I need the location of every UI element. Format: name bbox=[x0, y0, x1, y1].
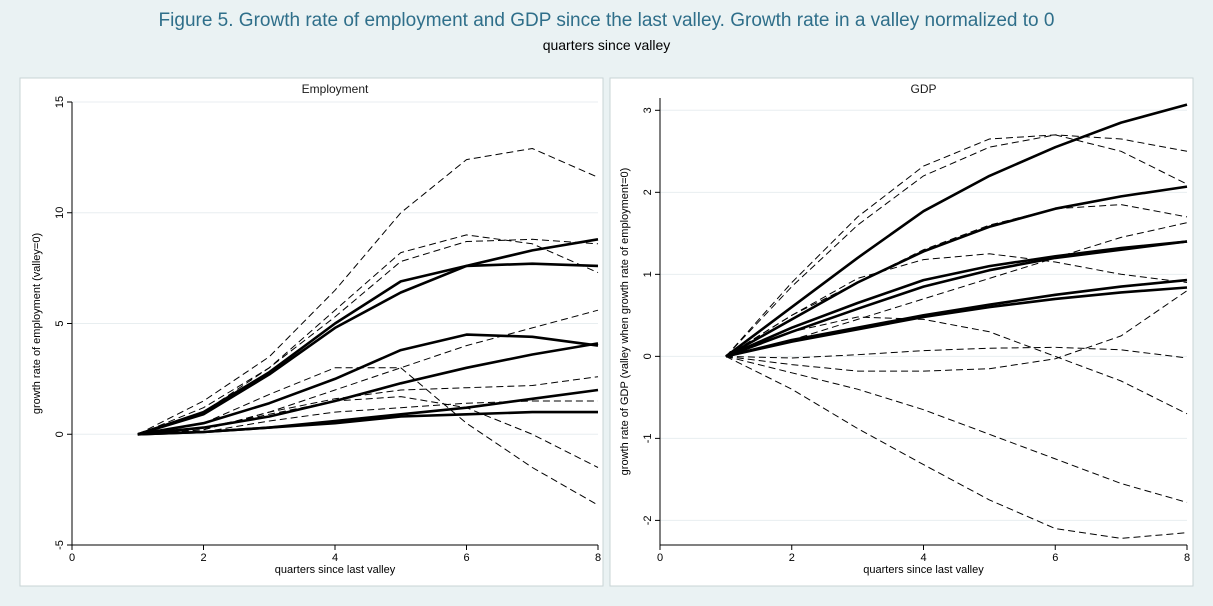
chart-panel-2: GDP -2 -1 0 1 2 3 0 2 4 6 8 quarters since last vall… bbox=[609, 77, 1194, 587]
x-tick-label: 0 bbox=[69, 552, 75, 564]
x-tick-label: 0 bbox=[657, 552, 663, 564]
dashed-series-line-8 bbox=[725, 134, 1188, 357]
solid-series-line-2 bbox=[137, 262, 599, 436]
panel-background bbox=[19, 77, 604, 587]
panel-background bbox=[609, 77, 1194, 587]
y-tick-label: 2 bbox=[642, 189, 654, 195]
dashed-series-line-10 bbox=[725, 253, 1188, 357]
figure-title: Figure 5. Growth rate of employment and … bbox=[158, 10, 1055, 31]
x-tick-label: 6 bbox=[1052, 552, 1058, 564]
solid-series-line-2 bbox=[725, 185, 1188, 358]
dashed-series-line-14 bbox=[137, 400, 598, 435]
solid-series-line-3 bbox=[137, 333, 599, 436]
dashed-series-line-15 bbox=[725, 355, 1188, 503]
dashed-series-line-9 bbox=[137, 238, 599, 435]
y-tick-label: 5 bbox=[54, 320, 66, 326]
x-tick-label: 2 bbox=[200, 552, 206, 564]
solid-series-line-6 bbox=[725, 286, 1188, 358]
solid-series-line-1 bbox=[725, 103, 1188, 358]
x-tick-label: 8 bbox=[595, 552, 601, 564]
y-tick-label: 10 bbox=[54, 207, 66, 219]
dashed-series-line-7 bbox=[137, 148, 599, 435]
y-tick-label: 0 bbox=[54, 431, 66, 437]
x-tick-label: 8 bbox=[1184, 552, 1190, 564]
solid-series-line-3 bbox=[725, 240, 1188, 358]
dashed-series-line-8 bbox=[137, 234, 599, 435]
y-tick-label: -5 bbox=[54, 540, 66, 550]
solid-series-line-6 bbox=[137, 410, 598, 436]
x-tick-label: 6 bbox=[463, 552, 469, 564]
solid-series-line-1 bbox=[137, 238, 599, 436]
dashed-series-line-14 bbox=[725, 290, 1188, 372]
y-axis-label: growth rate of GDP (valley when growth r… bbox=[619, 168, 631, 476]
panel-title: Employment bbox=[302, 82, 369, 96]
y-tick-label: 3 bbox=[642, 107, 654, 113]
dashed-series-line-12 bbox=[725, 316, 1188, 415]
y-tick-label: -2 bbox=[642, 516, 654, 526]
y-tick-label: 0 bbox=[642, 353, 654, 359]
x-tick-label: 4 bbox=[920, 552, 926, 564]
dashed-series-line-13 bbox=[137, 396, 599, 468]
x-axis-label: quarters since last valley bbox=[275, 564, 396, 576]
x-tick-label: 2 bbox=[789, 552, 795, 564]
panel-title: GDP bbox=[910, 82, 936, 96]
dashed-series-line-10 bbox=[137, 367, 599, 506]
dashed-series-line-9 bbox=[725, 204, 1188, 357]
y-tick-label: 1 bbox=[642, 271, 654, 277]
figure-subtitle: quarters since valley bbox=[542, 37, 671, 53]
y-tick-label: 15 bbox=[54, 96, 66, 108]
dashed-series-line-11 bbox=[725, 222, 1188, 357]
y-tick-label: -1 bbox=[642, 433, 654, 443]
x-axis-label: quarters since last valley bbox=[863, 564, 984, 576]
solid-series-line-5 bbox=[725, 278, 1188, 358]
dashed-series-line-7 bbox=[725, 134, 1188, 357]
y-axis-label: growth rate of employment (valley=0) bbox=[31, 233, 43, 414]
x-tick-label: 4 bbox=[332, 552, 338, 564]
dashed-series-line-12 bbox=[137, 376, 599, 435]
solid-series-line-4 bbox=[725, 240, 1188, 358]
